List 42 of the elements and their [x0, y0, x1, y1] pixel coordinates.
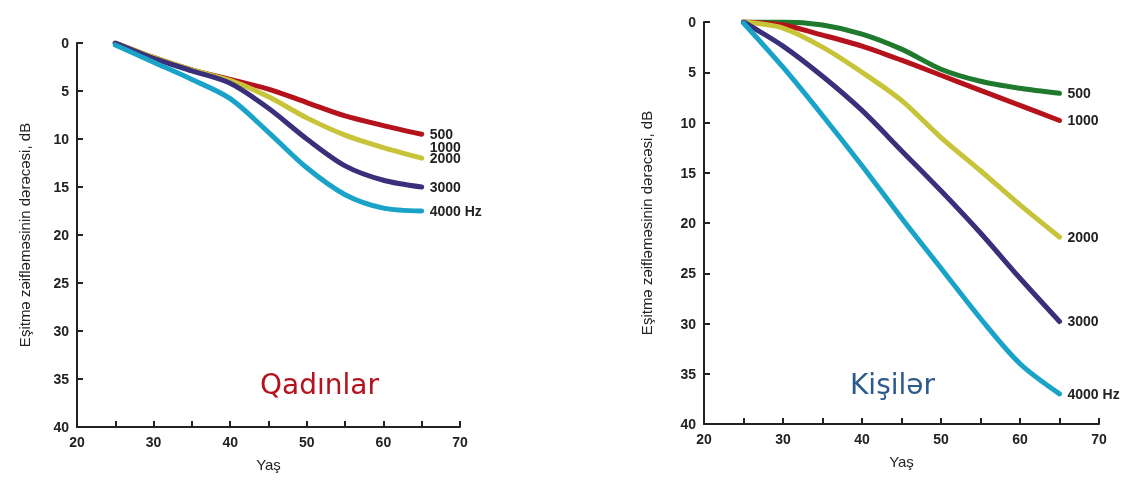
y-tick-label: 0 — [61, 35, 70, 51]
x-tick-label: 50 — [299, 434, 315, 450]
x-tick-label: 30 — [145, 434, 162, 450]
series-label: 2000 — [1067, 229, 1099, 246]
y-tick-label: 25 — [53, 275, 70, 291]
y-tick-label: 25 — [680, 265, 697, 282]
y-tick-label: 15 — [680, 164, 697, 181]
y-tick-label: 10 — [680, 114, 697, 131]
y-tick-label: 0 — [688, 14, 697, 30]
y-tick-label: 40 — [680, 416, 697, 432]
y-axis-title: Eşitmə zəifləməsinin dərəcəsi, dB — [638, 110, 655, 336]
series-label: 4000 Hz — [1067, 385, 1120, 402]
y-tick-label: 35 — [53, 371, 70, 387]
x-tick-label: 60 — [1012, 431, 1028, 447]
y-tick-label: 35 — [680, 365, 697, 382]
series-label: 500 — [1067, 85, 1092, 102]
x-tick-label: 70 — [1091, 431, 1107, 447]
y-tick-label: 15 — [53, 179, 70, 195]
x-tick-label: 60 — [375, 434, 392, 450]
series-label: 4000 Hz — [429, 203, 482, 219]
y-tick-label: 40 — [53, 419, 70, 435]
x-axis-title: Yaş — [889, 453, 914, 470]
y-tick-label: 20 — [53, 227, 70, 243]
text: Kişilər — [850, 367, 936, 401]
x-tick-label: 50 — [933, 431, 949, 447]
y-tick-label: 30 — [680, 315, 697, 332]
x-tick-label: 30 — [775, 431, 791, 447]
y-tick-label: 5 — [61, 83, 70, 99]
y-tick-label: 5 — [688, 64, 697, 81]
y-tick-label: 20 — [680, 215, 697, 231]
x-tick-label: 40 — [222, 434, 239, 450]
text: Qadınlar — [260, 367, 380, 401]
series-label: 500 — [429, 126, 454, 143]
y-axis-title: Eşitmə zəifləməsinin dərəcəsi, dB — [16, 122, 33, 348]
series-label: 3000 — [1067, 313, 1099, 330]
series-label: 1000 — [1067, 112, 1099, 129]
x-tick-label: 70 — [452, 434, 468, 450]
y-tick-label: 10 — [53, 131, 70, 147]
y-tick-label: 30 — [53, 323, 70, 339]
x-axis-title: Yaş — [256, 456, 281, 473]
series-label: 3000 — [429, 179, 462, 195]
x-tick-label: 40 — [854, 431, 870, 447]
